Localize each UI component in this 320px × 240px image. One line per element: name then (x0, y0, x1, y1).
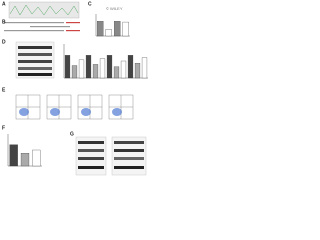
panel-label: F (2, 125, 5, 131)
trace (9, 4, 79, 16)
bar (141, 57, 148, 79)
bar (134, 63, 141, 79)
bar (9, 144, 18, 167)
bar (127, 55, 134, 79)
bar (92, 64, 99, 79)
panel-label: E (2, 87, 6, 93)
panel-label: C (88, 1, 92, 7)
bar (114, 21, 121, 37)
bar (32, 149, 41, 167)
western-blot-d (15, 41, 55, 79)
bar (78, 59, 85, 79)
bar (113, 66, 120, 79)
bar (71, 65, 78, 79)
sequence-image (8, 1, 80, 19)
bar (120, 60, 127, 79)
watermark: © WILEY (106, 6, 123, 11)
figure: © WILEY A B C D E F G (2, 1, 148, 176)
flow-clusters (19, 108, 122, 116)
panel-label: G (70, 131, 74, 137)
bar (64, 55, 71, 79)
bar (97, 21, 104, 37)
bar (85, 55, 92, 79)
bar (105, 29, 112, 37)
western-blot-g (75, 136, 147, 176)
bar (20, 153, 30, 167)
panel-label: D (2, 39, 6, 45)
bar (99, 58, 106, 79)
bar (122, 21, 129, 37)
panel-label: B (2, 19, 6, 25)
bar (106, 55, 113, 79)
sequence-lines (4, 22, 80, 32)
flow-plots (15, 94, 134, 120)
panel-label: A (2, 1, 6, 7)
